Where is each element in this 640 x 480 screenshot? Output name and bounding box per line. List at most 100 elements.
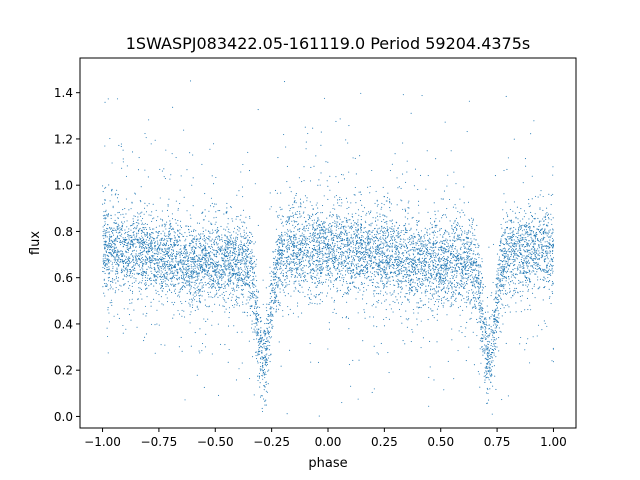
data-point <box>375 190 377 192</box>
data-point <box>418 238 420 240</box>
data-point <box>538 259 540 261</box>
data-point <box>256 324 258 326</box>
data-point <box>142 227 144 229</box>
data-point <box>168 248 171 250</box>
data-point <box>127 281 129 283</box>
data-point <box>527 265 529 267</box>
data-point <box>107 258 109 260</box>
data-point <box>210 258 212 260</box>
data-point <box>390 265 392 267</box>
data-point <box>197 264 199 267</box>
data-point <box>330 281 332 283</box>
data-point <box>165 243 168 245</box>
data-point <box>141 242 143 244</box>
data-point <box>246 273 248 275</box>
data-point <box>288 204 290 206</box>
data-point <box>441 302 443 304</box>
data-point <box>114 239 116 241</box>
data-point <box>226 264 228 266</box>
data-point <box>278 264 280 266</box>
data-point <box>114 258 116 260</box>
data-point <box>299 259 301 261</box>
data-point <box>363 290 365 292</box>
data-point <box>395 246 397 248</box>
data-point <box>253 272 255 274</box>
data-point <box>449 198 451 201</box>
data-point <box>443 262 445 264</box>
data-point <box>230 205 232 208</box>
data-point <box>113 240 115 242</box>
data-point <box>384 240 386 242</box>
data-point <box>166 221 168 223</box>
data-point <box>475 276 477 279</box>
data-point <box>213 269 215 271</box>
data-point <box>383 286 385 288</box>
data-point <box>389 255 391 258</box>
data-point <box>418 231 420 233</box>
data-point <box>121 268 123 270</box>
data-point <box>240 214 242 216</box>
data-point <box>305 265 307 267</box>
data-point <box>509 290 511 292</box>
data-point <box>204 215 206 217</box>
data-point <box>457 211 459 213</box>
data-point <box>230 281 232 283</box>
data-point <box>174 236 176 238</box>
data-point <box>245 271 247 273</box>
data-point <box>479 386 481 388</box>
data-point <box>192 297 194 299</box>
data-point <box>438 298 440 301</box>
data-point <box>159 276 161 278</box>
data-point <box>325 228 327 230</box>
data-point <box>125 175 128 177</box>
data-point <box>174 288 176 290</box>
data-point <box>132 220 135 222</box>
data-point <box>552 239 554 241</box>
data-point <box>218 304 221 306</box>
data-point <box>377 353 380 355</box>
data-point <box>167 240 169 242</box>
data-point <box>270 279 272 281</box>
data-point <box>229 280 231 282</box>
data-point <box>147 257 149 260</box>
data-point <box>385 245 388 247</box>
data-point <box>275 211 277 213</box>
data-point <box>292 253 294 255</box>
data-point <box>294 236 296 238</box>
data-point <box>459 212 461 214</box>
data-point <box>450 296 452 298</box>
data-point <box>277 261 279 263</box>
data-point <box>458 239 460 241</box>
data-point <box>420 347 422 349</box>
data-point <box>276 215 279 217</box>
data-point <box>266 381 268 383</box>
data-point <box>232 289 234 291</box>
data-point <box>144 305 147 307</box>
data-point <box>398 270 400 272</box>
data-point <box>263 357 265 359</box>
data-point <box>518 264 520 266</box>
data-point <box>198 295 200 297</box>
data-point <box>112 232 114 234</box>
data-point <box>217 227 219 229</box>
data-point <box>400 248 402 250</box>
data-point <box>370 231 372 233</box>
data-point <box>545 233 547 235</box>
data-point <box>312 208 314 211</box>
data-point <box>404 208 406 210</box>
data-point <box>340 273 342 275</box>
data-point <box>383 318 385 320</box>
data-point <box>489 388 491 390</box>
data-point <box>474 297 476 299</box>
data-point <box>196 263 198 265</box>
data-point <box>242 235 244 238</box>
data-point <box>113 243 115 245</box>
data-point <box>144 279 146 282</box>
data-point <box>134 215 136 217</box>
data-point <box>241 236 243 238</box>
data-point <box>474 303 476 305</box>
data-point <box>531 271 533 273</box>
data-point <box>266 338 268 340</box>
data-point <box>295 226 297 228</box>
data-point <box>323 97 326 99</box>
